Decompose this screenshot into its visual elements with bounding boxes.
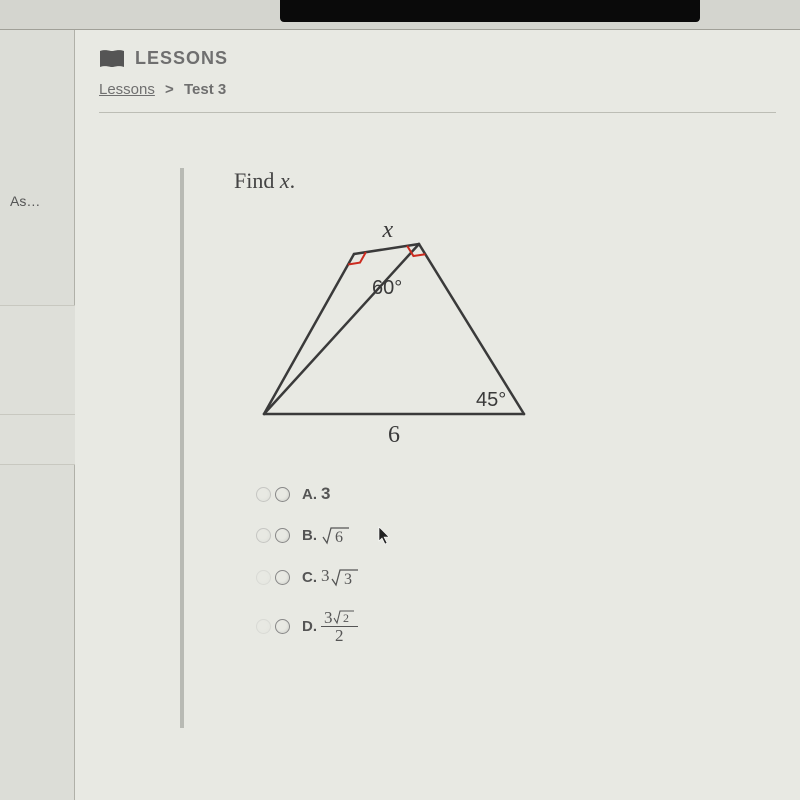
answer-value: 32 2	[321, 608, 358, 644]
mouse-cursor-icon	[378, 526, 392, 546]
sidebar: As…	[0, 30, 75, 800]
svg-text:6: 6	[335, 529, 343, 546]
answer-letter: A.	[302, 486, 317, 503]
svg-text:2: 2	[343, 611, 349, 625]
svg-text:3: 3	[344, 571, 352, 588]
svg-text:45°: 45°	[476, 389, 506, 411]
radio-icon	[256, 528, 271, 543]
svg-text:x: x	[382, 224, 394, 243]
prompt-suffix: .	[290, 168, 296, 193]
answer-value: 33	[321, 566, 360, 588]
page-title: LESSONS	[135, 48, 228, 69]
question-prompt: Find x.	[234, 168, 800, 194]
breadcrumb-separator: >	[165, 81, 174, 98]
answer-option-b[interactable]: B. 6	[256, 524, 800, 546]
answer-letter: C.	[302, 569, 317, 586]
prompt-variable: x	[280, 168, 290, 193]
radio-icon	[256, 487, 271, 502]
sidebar-box	[0, 305, 75, 415]
answer-option-c[interactable]: C. 33	[256, 566, 800, 588]
sidebar-box	[0, 415, 75, 465]
svg-text:60°: 60°	[372, 277, 402, 299]
answer-letter: D.	[302, 618, 317, 635]
book-icon	[99, 49, 125, 69]
answer-letter: B.	[302, 527, 317, 544]
breadcrumb-lessons-link[interactable]: Lessons	[99, 81, 155, 98]
answer-value: 3	[321, 484, 330, 504]
radio-icon	[275, 487, 290, 502]
main-panel: LESSONS Lessons > Test 3 Find x. x 60° 45°…	[75, 30, 800, 800]
triangle-diagram: x 60° 45° 6	[244, 224, 800, 449]
radio-icon	[275, 619, 290, 634]
prompt-prefix: Find	[234, 168, 280, 193]
answer-value: 6	[321, 524, 351, 546]
breadcrumb: Lessons > Test 3	[99, 81, 776, 113]
radio-icon	[275, 570, 290, 585]
answer-list: A. 3 B. 6 C.	[256, 484, 800, 644]
svg-text:6: 6	[388, 422, 400, 444]
breadcrumb-current: Test 3	[184, 81, 226, 98]
answer-option-a[interactable]: A. 3	[256, 484, 800, 504]
page-header: LESSONS Lessons > Test 3	[75, 30, 800, 123]
radio-icon	[275, 528, 290, 543]
radio-icon	[256, 619, 271, 634]
browser-url-dark	[280, 0, 700, 22]
radio-icon	[256, 570, 271, 585]
sidebar-item-as[interactable]: As…	[0, 185, 75, 217]
answer-option-d[interactable]: D. 32 2	[256, 608, 800, 644]
question-content: Find x. x 60° 45° 6 A. 3 B. 6	[180, 168, 800, 728]
